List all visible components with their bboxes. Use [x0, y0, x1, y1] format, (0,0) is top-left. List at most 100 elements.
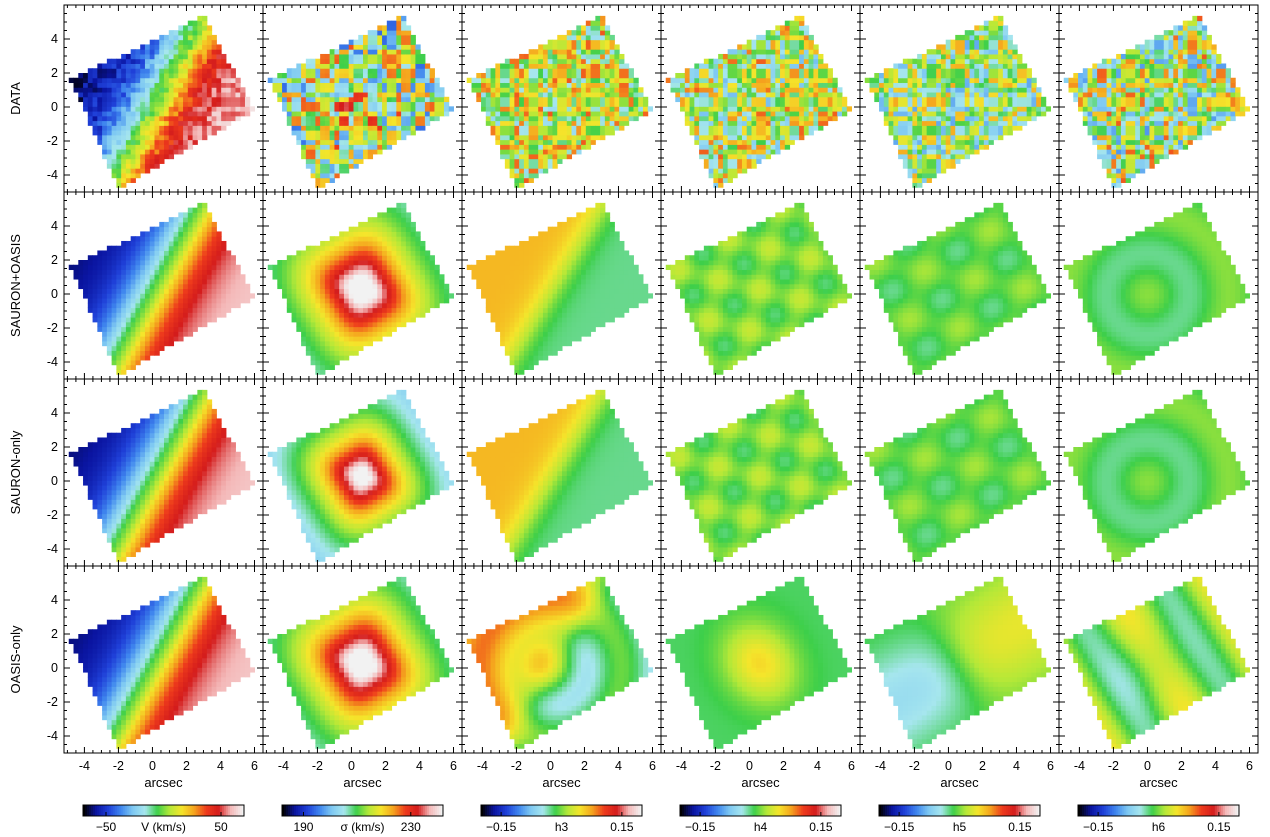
map-cell: [619, 106, 625, 112]
map-cell: [907, 158, 913, 164]
map-cell: [149, 96, 155, 103]
map-cell: [988, 115, 994, 122]
map-cell: [585, 125, 592, 131]
map-cell: [363, 53, 369, 60]
map-cell: [718, 58, 724, 64]
map-cell: [1139, 168, 1146, 174]
map-cell: [1130, 144, 1136, 150]
map-cell: [708, 120, 714, 126]
map-cell: [178, 58, 184, 64]
map-cell: [87, 96, 94, 103]
map-cell: [514, 139, 520, 145]
map-cell: [979, 77, 985, 84]
map-cell: [1192, 106, 1198, 112]
map-cell: [581, 87, 587, 93]
map-cell: [1021, 73, 1028, 79]
map-cell: [1092, 134, 1098, 141]
map-cell: [514, 58, 520, 64]
map-cell: [92, 73, 98, 79]
map-cell: [1026, 77, 1032, 84]
map-cell: [732, 139, 738, 145]
map-cell: [329, 130, 335, 136]
map-cell: [581, 120, 587, 126]
map-cell: [628, 111, 634, 117]
map-cell: [301, 68, 307, 74]
map-cell: [1168, 34, 1174, 41]
map-cell: [329, 82, 335, 88]
map-cell: [500, 134, 506, 141]
map-cell: [405, 125, 412, 131]
map-cell: [1201, 68, 1208, 74]
map-cell: [832, 92, 838, 98]
map-cell: [708, 144, 714, 150]
map-cell: [1192, 96, 1198, 103]
map-cell: [784, 101, 791, 107]
map-cell: [988, 101, 994, 107]
map-cell: [837, 111, 843, 117]
map-cell: [1211, 73, 1217, 79]
map-cell: [538, 92, 544, 98]
map-cell: [921, 87, 928, 93]
map-cell: [680, 101, 686, 107]
map-cell: [140, 92, 146, 98]
map-cell: [542, 130, 549, 136]
map-cell: [751, 44, 757, 50]
map-cell: [732, 68, 738, 74]
map-cell: [183, 115, 189, 122]
map-cell: [775, 68, 781, 74]
map-cell: [509, 63, 515, 69]
map-cell: [490, 87, 496, 93]
map-cell: [552, 115, 558, 122]
map-cell: [221, 77, 227, 84]
map-cell: [703, 106, 710, 112]
map-cell: [822, 73, 829, 79]
map-cell: [92, 87, 98, 93]
map-cell: [1192, 111, 1198, 117]
map-cell: [429, 115, 435, 122]
map-cell: [130, 139, 136, 145]
map-cell: [154, 39, 160, 45]
map-cell: [509, 130, 515, 136]
map-cell: [202, 82, 208, 88]
map-cell: [1017, 53, 1023, 60]
map-cell: [97, 73, 103, 79]
map-cell: [1111, 58, 1117, 64]
map-cell: [135, 58, 141, 64]
y-tick-label: 2: [51, 66, 58, 80]
map-cell: [221, 106, 227, 112]
map-cell: [799, 30, 805, 36]
map-cell: [737, 49, 743, 55]
map-cell: [794, 130, 800, 136]
map-cell: [1111, 172, 1117, 179]
map-cell: [1206, 34, 1212, 41]
map-cell: [974, 63, 980, 69]
map-cell: [1002, 87, 1009, 93]
map-cell: [509, 77, 515, 84]
map-cell: [761, 63, 767, 69]
map-cell: [125, 77, 132, 84]
map-cell: [770, 73, 776, 79]
map-cell: [600, 44, 606, 50]
map-cell: [154, 115, 160, 122]
map-cell: [718, 77, 724, 84]
map-cell: [382, 144, 388, 150]
map-cell: [159, 106, 165, 112]
map-cell: [538, 96, 544, 103]
map-cell: [566, 73, 573, 79]
map-cell: [1135, 120, 1141, 126]
map-cell: [926, 125, 932, 131]
map-cell: [168, 139, 175, 145]
map-cell: [343, 87, 350, 93]
map-cell: [917, 125, 923, 131]
map-cell: [585, 115, 592, 122]
map-cell: [741, 130, 748, 136]
map-cell: [329, 101, 335, 107]
map-cell: [571, 120, 577, 126]
map-cell: [144, 68, 151, 74]
map-cell: [1026, 87, 1032, 93]
map-cell: [585, 20, 592, 26]
map-cell: [993, 20, 999, 26]
map-cell: [168, 144, 175, 150]
map-cell: [699, 63, 705, 69]
map-cell: [1139, 87, 1146, 93]
